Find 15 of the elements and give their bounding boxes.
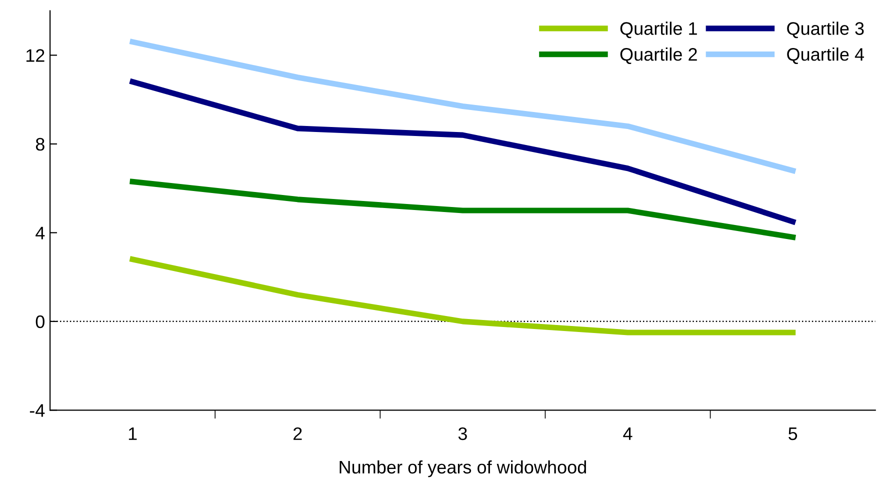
y-tick-label: 12	[26, 49, 44, 62]
y-tick-label: 0	[36, 315, 44, 328]
legend-label: Quartile 3	[787, 22, 864, 38]
x-axis-title: Number of years of widowhood	[340, 460, 586, 478]
y-tick-label: 8	[36, 138, 44, 151]
x-tick-label: 1	[128, 428, 137, 440]
x-tick-label: 2	[294, 427, 302, 440]
y-tick-label: -4	[30, 404, 45, 417]
legend-label: Quartile 4	[787, 48, 864, 64]
y-tick-label: 4	[36, 226, 45, 240]
x-tick-label: 4	[623, 428, 632, 440]
legend-label: Quartile 2	[620, 48, 697, 64]
x-tick-label: 5	[788, 428, 798, 440]
x-tick-label: 3	[458, 427, 467, 440]
legend-label: Quartile 1	[620, 22, 697, 38]
